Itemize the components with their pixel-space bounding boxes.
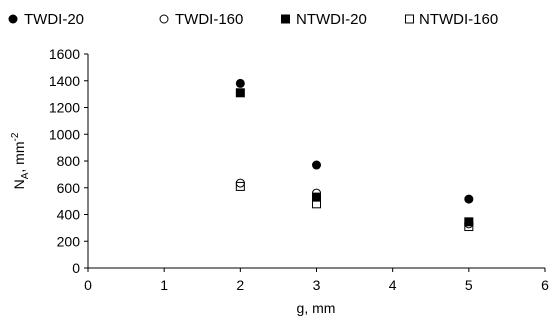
x-axis-ticks: 0 1 2 3 4 5 6	[84, 268, 549, 293]
point-ntwdi-20	[235, 88, 245, 98]
y-axis-title-sub: A	[20, 172, 31, 179]
y-tick-label: 1200	[49, 100, 80, 116]
y-axis-title-sup: -2	[10, 132, 21, 141]
legend-label-twdi-20: TWDI-20	[24, 11, 84, 28]
x-tick-label: 3	[313, 277, 321, 293]
point-ntwdi-160	[235, 181, 245, 191]
y-tick-label: 600	[57, 180, 81, 196]
point-twdi-20	[464, 194, 474, 204]
legend: TWDI-20 TWDI-160 NTWDI-20 NTWDI-160	[8, 11, 498, 28]
point-twdi-20	[235, 78, 245, 88]
legend-item-twdi-20: TWDI-20	[8, 11, 84, 28]
legend-label-ntwdi-20: NTWDI-20	[296, 11, 367, 28]
legend-marker-twdi-20	[8, 14, 18, 24]
y-axis-ticks: 0 200 400 600 800 1000 1200 1400 1600	[49, 46, 88, 276]
y-axis-title: NA, mm-2	[10, 132, 31, 189]
x-tick-label: 1	[160, 277, 168, 293]
legend-label-ntwdi-160: NTWDI-160	[419, 11, 498, 28]
legend-label-twdi-160: TWDI-160	[175, 11, 243, 28]
x-tick-label: 6	[541, 277, 549, 293]
y-axis-title-rest: , mm	[11, 142, 27, 173]
point-ntwdi-20	[464, 217, 474, 227]
x-tick-label: 4	[389, 277, 397, 293]
y-tick-label: 1600	[49, 46, 80, 62]
legend-item-ntwdi-160: NTWDI-160	[405, 11, 498, 28]
legend-item-ntwdi-20: NTWDI-20	[281, 11, 367, 28]
point-twdi-20	[312, 160, 321, 170]
legend-marker-twdi-160	[159, 14, 169, 24]
y-axis-title-main: N	[11, 179, 27, 189]
y-tick-label: 200	[57, 233, 81, 249]
point-ntwdi-160	[312, 199, 321, 209]
legend-item-twdi-160: TWDI-160	[159, 11, 243, 28]
x-axis-title: g, mm	[297, 300, 336, 316]
x-tick-label: 2	[236, 277, 244, 293]
point-ntwdi-20	[312, 192, 321, 202]
y-tick-label: 800	[57, 153, 81, 169]
y-tick-label: 1000	[49, 126, 80, 142]
y-tick-label: 0	[72, 260, 80, 276]
legend-marker-ntwdi-160	[405, 14, 414, 24]
legend-marker-ntwdi-20	[281, 14, 290, 24]
point-ntwdi-160	[464, 222, 474, 232]
x-tick-label: 5	[465, 277, 473, 293]
data-points	[235, 78, 474, 232]
point-twdi-160	[235, 178, 245, 188]
x-tick-label: 0	[84, 277, 92, 293]
y-tick-label: 1400	[49, 73, 80, 89]
y-tick-label: 400	[57, 207, 81, 223]
